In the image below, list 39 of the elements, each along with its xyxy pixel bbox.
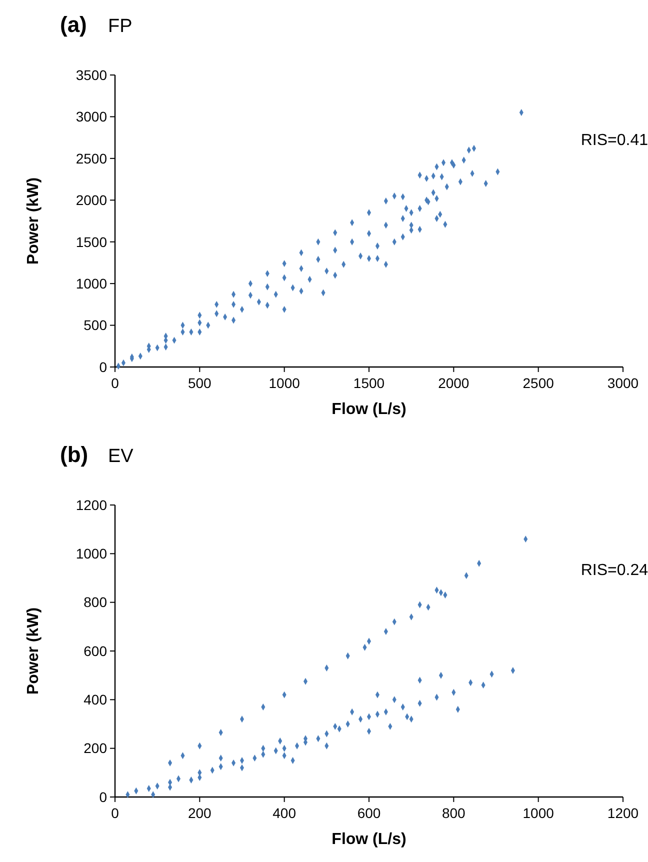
y-tick-label: 400 <box>84 692 108 708</box>
x-tick-label: 0 <box>111 805 120 821</box>
chart-title: (b) <box>60 442 88 467</box>
y-axis-title: Power (kW) <box>25 607 42 695</box>
y-tick-label: 3000 <box>76 108 108 125</box>
x-tick-label: 0 <box>111 375 120 391</box>
x-tick-label: 1000 <box>522 805 554 821</box>
x-tick-label: 600 <box>357 805 381 821</box>
annotation: RIS=0.24 <box>580 562 648 579</box>
y-tick-label: 1000 <box>76 546 108 562</box>
x-tick-label: 2000 <box>438 375 470 391</box>
y-tick-label: 1500 <box>76 234 108 250</box>
x-tick-label: 400 <box>272 805 296 821</box>
y-tick-label: 200 <box>84 740 108 756</box>
y-tick-label: 500 <box>84 317 108 334</box>
chart-subtitle: EV <box>108 446 134 467</box>
x-tick-label: 3000 <box>607 375 639 391</box>
y-axis-title: Power (kW) <box>25 177 42 265</box>
y-tick-label: 0 <box>99 788 108 805</box>
y-tick-label: 3500 <box>76 66 108 83</box>
x-axis-title: Flow (L/s) <box>332 831 406 848</box>
annotation: RIS=0.41 <box>580 132 648 149</box>
x-tick-label: 200 <box>188 805 212 821</box>
y-tick-label: 2500 <box>76 150 108 166</box>
chart-title: (a) <box>60 12 87 37</box>
x-axis-title: Flow (L/s) <box>332 401 406 418</box>
y-tick-label: 800 <box>84 594 108 610</box>
x-tick-label: 500 <box>188 375 212 391</box>
y-tick-label: 2000 <box>76 192 108 208</box>
x-tick-label: 1500 <box>353 375 385 391</box>
x-tick-label: 1200 <box>607 805 639 821</box>
y-tick-label: 1000 <box>76 275 108 292</box>
x-tick-label: 2500 <box>522 375 554 391</box>
y-tick-label: 600 <box>84 642 108 659</box>
chart-subtitle: FP <box>108 16 132 37</box>
y-tick-label: 0 <box>99 358 108 375</box>
x-tick-label: 800 <box>442 805 466 821</box>
x-tick-label: 1000 <box>268 375 300 391</box>
y-tick-label: 1200 <box>76 496 108 513</box>
